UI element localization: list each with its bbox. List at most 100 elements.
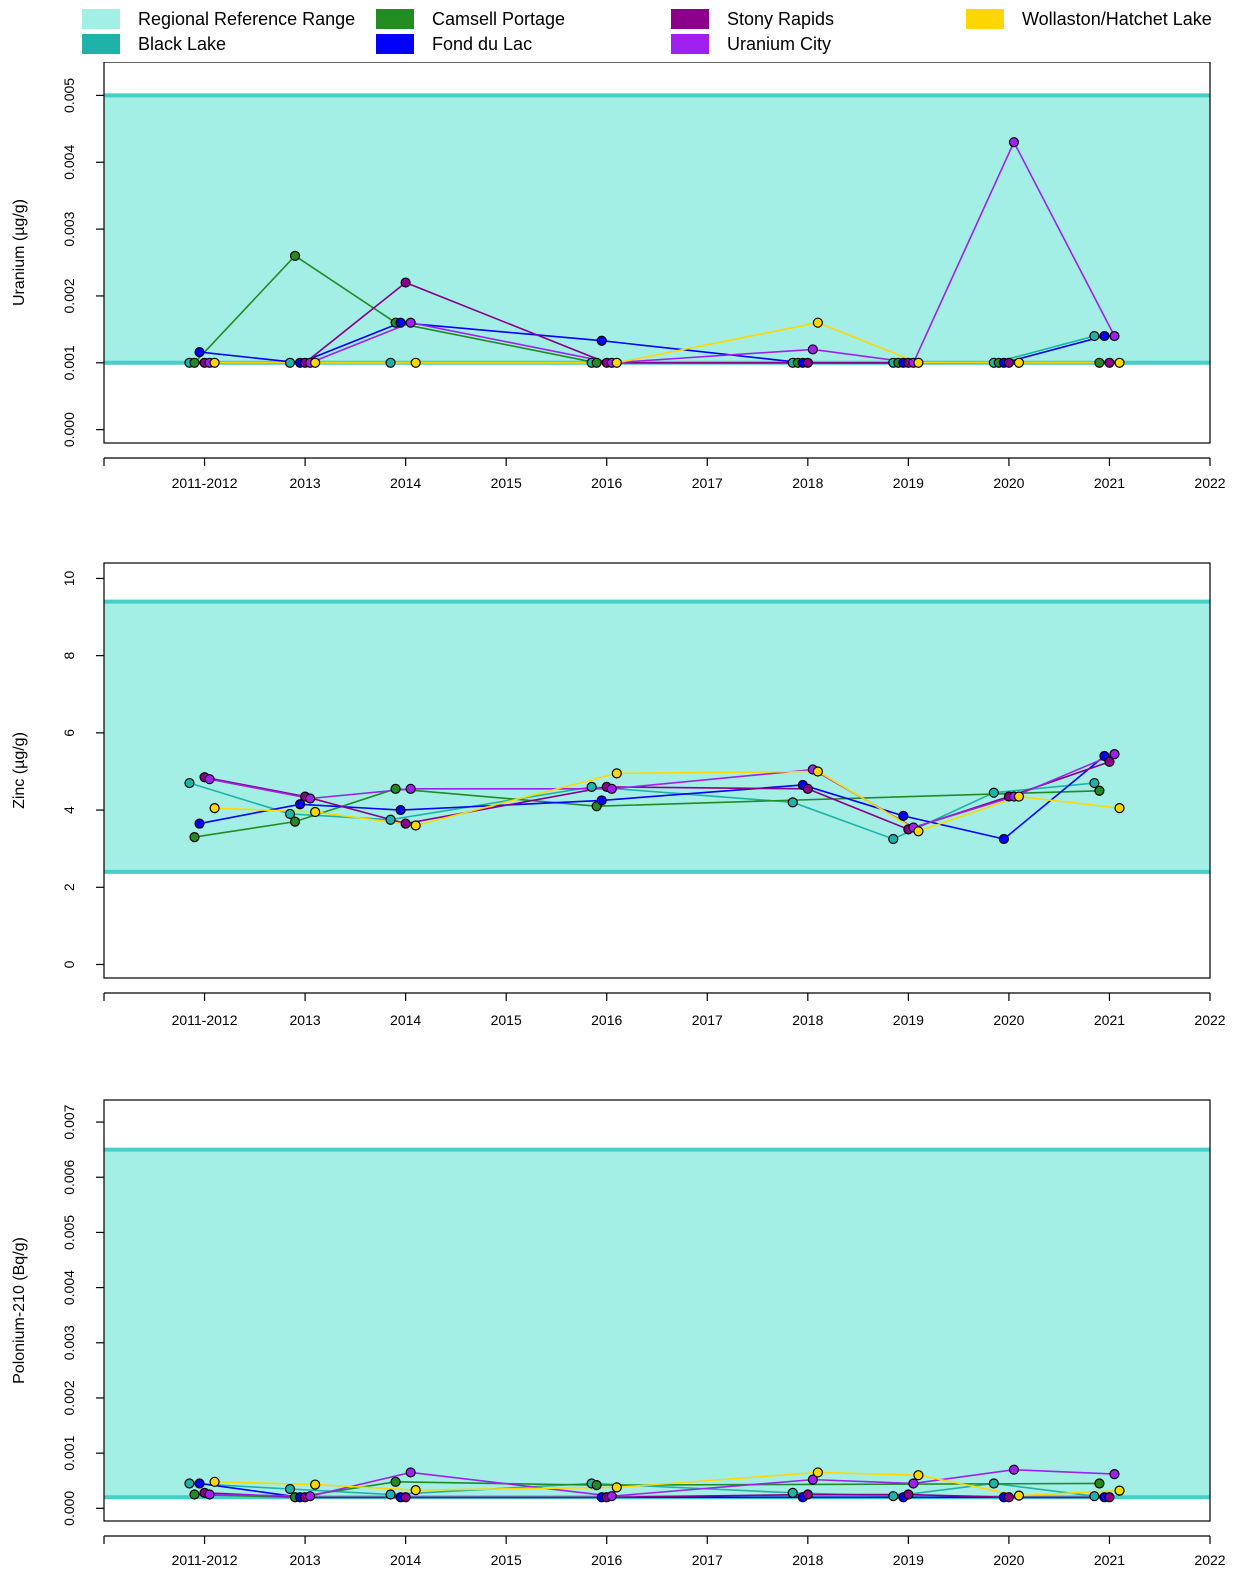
data-point <box>807 1474 818 1485</box>
data-point <box>908 1478 919 1489</box>
x-tick-label: 2017 <box>692 475 723 491</box>
data-point <box>1099 330 1110 342</box>
data-point <box>1089 330 1100 342</box>
y-tick-label: 0.000 <box>61 412 77 447</box>
data-point <box>209 357 220 368</box>
x-tick-label: 2014 <box>390 1552 421 1568</box>
legend-swatch <box>376 34 414 54</box>
data-point <box>204 774 215 785</box>
legend-swatch <box>671 9 709 29</box>
data-point <box>888 833 899 845</box>
y-tick-label: 0.003 <box>61 1325 77 1360</box>
data-point <box>189 357 200 368</box>
y-tick-label: 0.001 <box>61 345 77 380</box>
data-point <box>294 799 306 810</box>
series-line <box>204 761 1110 831</box>
data-point <box>390 1476 401 1487</box>
data-point <box>1114 803 1125 814</box>
x-tick-label: 2016 <box>591 1012 622 1028</box>
legend-item-camsell-portage: Camsell Portage <box>376 8 565 30</box>
legend-swatch <box>671 34 709 54</box>
data-point <box>1094 785 1105 796</box>
data-point <box>606 783 617 794</box>
legend-swatch <box>966 9 1004 29</box>
legend-label: Black Lake <box>138 33 227 54</box>
data-point <box>903 1489 914 1500</box>
x-tick-label: 2013 <box>290 1012 321 1028</box>
legend-item-uranium-city: Uranium City <box>671 33 831 55</box>
plot-frame <box>103 62 1211 444</box>
legend-label: Stony Rapids <box>727 8 835 29</box>
data-point <box>1104 357 1115 368</box>
y-axis-title: Uranium (µg/g) <box>11 199 28 306</box>
data-point <box>284 357 296 368</box>
data-point <box>1109 330 1120 342</box>
reference-range-band <box>104 601 1210 872</box>
data-point <box>390 783 401 794</box>
y-tick-label: 2 <box>61 883 77 891</box>
data-point <box>1109 748 1120 760</box>
x-tick-label: 2011-2012 <box>172 1552 238 1568</box>
data-point <box>812 1467 823 1478</box>
x-tick-label: 2019 <box>893 475 924 491</box>
data-point <box>898 810 909 821</box>
data-point <box>913 357 924 368</box>
data-point <box>1094 1478 1105 1489</box>
x-tick-label: 2021 <box>1094 475 1125 491</box>
data-point <box>410 357 421 368</box>
x-tick-label: 2014 <box>390 1012 421 1028</box>
y-tick-label: 0.002 <box>61 1380 77 1415</box>
data-point <box>606 1491 617 1502</box>
uranium-chart: 0.000 0.001 0.002 0.003 0.004 0.005 2011-2012 2… <box>11 62 1226 491</box>
data-point <box>1114 1485 1125 1496</box>
series-line <box>214 770 1120 833</box>
data-point <box>395 317 406 328</box>
data-point <box>1008 137 1020 148</box>
data-point <box>310 1479 321 1490</box>
legend-item-regional-reference-range: Regional Reference Range <box>82 8 355 30</box>
x-tick-label: 2013 <box>290 475 321 491</box>
y-tick-label: 0 <box>61 960 77 968</box>
data-point <box>998 833 1009 845</box>
legend-label: Camsell Portage <box>432 8 566 29</box>
data-point <box>184 1478 195 1489</box>
x-tick-label: 2022 <box>1194 475 1225 491</box>
data-point <box>586 781 597 793</box>
data-point <box>807 344 818 355</box>
data-point <box>611 357 622 368</box>
data-point <box>888 1491 899 1502</box>
x-tick-label: 2022 <box>1194 1552 1225 1568</box>
legend-item-wollaston-hatchet-lake: Wollaston/Hatchet Lake <box>966 8 1212 30</box>
series-line <box>199 755 1105 840</box>
data-point <box>410 820 421 831</box>
data-point <box>400 818 411 829</box>
data-point <box>184 777 195 789</box>
data-point <box>802 1489 813 1500</box>
data-point <box>1089 1491 1100 1502</box>
y-tick-label: 0.005 <box>61 78 77 113</box>
x-tick-label: 2017 <box>692 1012 723 1028</box>
x-tick-label: 2020 <box>993 475 1024 491</box>
x-tick-label: 2018 <box>792 1552 823 1568</box>
reference-range-band <box>104 95 1210 363</box>
x-tick-label: 2017 <box>692 1552 723 1568</box>
series-line <box>214 1471 1120 1497</box>
y-tick-label: 0.000 <box>61 1491 77 1526</box>
data-point <box>385 1489 396 1500</box>
data-point <box>395 804 406 816</box>
legend-label: Wollaston/Hatchet Lake <box>1022 8 1212 29</box>
data-point <box>405 317 416 328</box>
data-point <box>988 787 999 798</box>
data-point <box>289 816 301 827</box>
data-point <box>611 768 622 779</box>
data-point <box>194 818 205 829</box>
legend-swatch <box>82 34 120 54</box>
x-tick-label: 2011-2012 <box>172 1012 238 1028</box>
data-point <box>988 1478 999 1489</box>
series-line <box>209 753 1115 829</box>
x-tick-label: 2015 <box>491 1012 522 1028</box>
y-tick-label: 0.001 <box>61 1435 77 1470</box>
data-point <box>1013 357 1025 368</box>
data-point <box>209 803 220 814</box>
data-point <box>802 783 813 794</box>
